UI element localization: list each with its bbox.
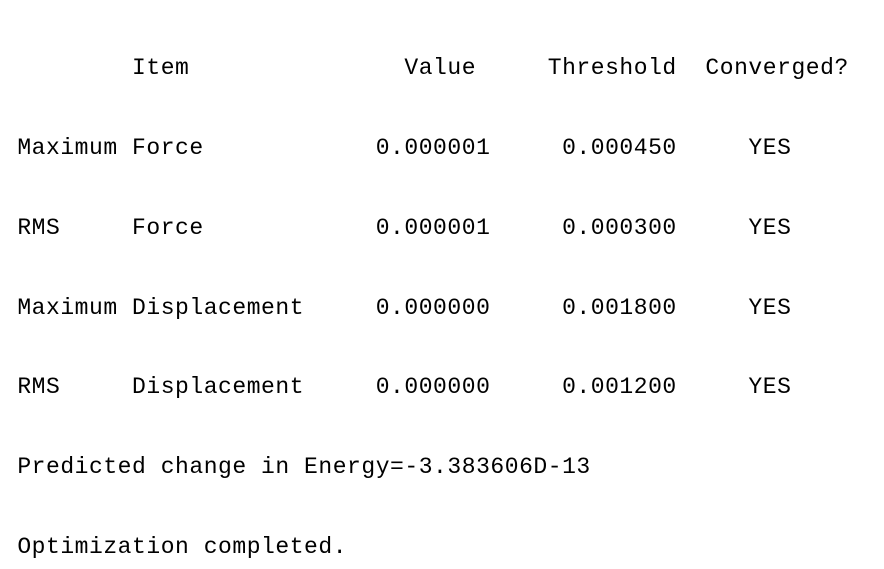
convergence-row-max-displ: Maximum Displacement 0.000000 0.001800 Y…: [3, 294, 792, 321]
optimization-completed-line: Optimization completed.: [3, 533, 348, 560]
convergence-row-rms-displ: RMS Displacement 0.000000 0.001200 YES: [3, 374, 792, 401]
convergence-header-line: Item Value Threshold Converged?: [3, 55, 849, 82]
convergence-row-max-force: Maximum Force 0.000001 0.000450 YES: [3, 134, 792, 161]
predicted-energy-change-line: Predicted change in Energy=-3.383606D-13: [3, 454, 591, 481]
gaussian-output-text: Item Value Threshold Converged? Maximum …: [3, 2, 877, 569]
convergence-row-rms-force: RMS Force 0.000001 0.000300 YES: [3, 214, 792, 241]
